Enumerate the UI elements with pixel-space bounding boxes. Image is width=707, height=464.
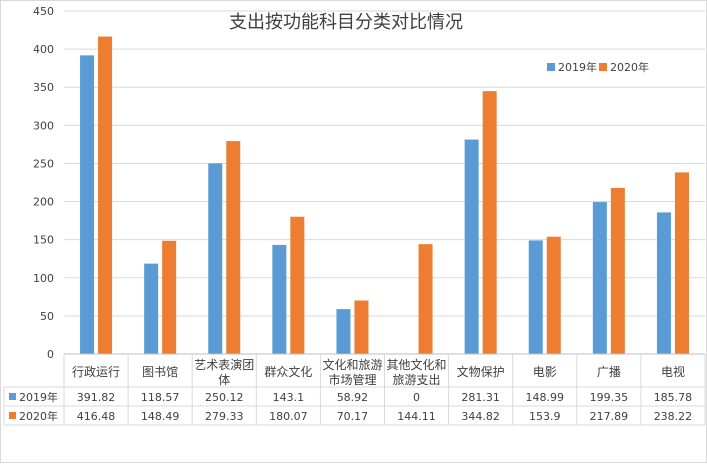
- bar-2020: [546, 236, 561, 354]
- y-tick-label: 450: [33, 5, 54, 18]
- y-tick-label: 150: [33, 234, 54, 247]
- table-value: 58.92: [337, 391, 369, 404]
- table-value: 416.48: [77, 410, 116, 423]
- table-series-label: 2020年: [19, 409, 58, 423]
- bar-2020: [98, 36, 113, 355]
- bar-2020: [290, 216, 305, 354]
- y-tick-label: 300: [33, 119, 54, 132]
- bar-2020: [226, 141, 241, 354]
- table-value: 199.35: [590, 391, 629, 404]
- gridlines: [64, 10, 705, 355]
- bar-2019: [336, 309, 351, 354]
- table-value: 148.99: [526, 391, 565, 404]
- table-value: 250.12: [205, 391, 244, 404]
- x-category-label: 广播: [597, 365, 621, 379]
- y-tick-label: 200: [33, 196, 54, 209]
- x-category-label: 市场管理: [328, 372, 376, 387]
- table-value: 144.11: [397, 410, 436, 423]
- x-category-label: 行政运行: [72, 365, 120, 379]
- x-category-label: 图书馆: [142, 364, 178, 379]
- table-value: 0: [413, 391, 420, 404]
- table-value: 391.82: [77, 391, 116, 404]
- table-swatch: [9, 393, 16, 400]
- bar-2019: [80, 55, 95, 354]
- table-value: 148.49: [141, 410, 180, 423]
- table-value: 180.07: [269, 410, 308, 423]
- bar-2019: [592, 202, 607, 354]
- x-category-label: 电影: [533, 365, 557, 379]
- table-value: 153.9: [529, 410, 561, 423]
- x-category-label: 群众文化: [264, 364, 312, 379]
- table-value: 281.31: [461, 391, 500, 404]
- table-value: 217.89: [590, 410, 629, 423]
- x-category-label: 体: [218, 373, 230, 387]
- bars: [80, 36, 689, 355]
- x-category-label: 电视: [661, 364, 685, 379]
- table-value: 279.33: [205, 410, 244, 423]
- x-category-label: 艺术表演团: [194, 357, 254, 372]
- bar-2019: [144, 263, 159, 354]
- bar-2020: [418, 244, 433, 354]
- bar-2019: [208, 163, 223, 354]
- y-tick-label: 100: [33, 272, 54, 285]
- y-tick-label: 0: [47, 348, 54, 361]
- table-swatch: [9, 412, 16, 419]
- bar-2019: [528, 240, 543, 354]
- legend-swatch: [599, 63, 607, 71]
- table-value: 344.82: [461, 410, 500, 423]
- y-tick-label: 350: [33, 81, 54, 94]
- x-category-label: 文化和旅游: [322, 357, 382, 372]
- legend-swatch: [547, 63, 555, 71]
- x-category-label: 文物保护: [457, 364, 505, 379]
- y-tick-label: 250: [33, 157, 54, 170]
- y-axis: 0 50 100 150 200 250 300 350 400 450: [33, 5, 54, 361]
- bar-2019: [656, 212, 671, 354]
- x-category-label: 其他文化和: [387, 357, 447, 372]
- y-tick-label: 400: [33, 43, 54, 56]
- chart-title: 支出按功能科目分类对比情况: [229, 12, 463, 33]
- legend-label: 2020年: [610, 60, 649, 74]
- table-value: 185.78: [654, 391, 693, 404]
- x-category-label: 旅游支出: [393, 373, 441, 387]
- bar-2020: [674, 172, 689, 354]
- bar-2020: [354, 300, 369, 354]
- table-series-label: 2019年: [19, 390, 58, 404]
- y-tick-label: 50: [40, 310, 54, 323]
- bar-2020: [610, 187, 625, 354]
- table-value: 118.57: [141, 391, 180, 404]
- table-value: 238.22: [654, 410, 693, 423]
- bar-2020: [162, 240, 177, 354]
- bar-2020: [482, 91, 497, 354]
- table-value: 143.1: [273, 391, 305, 404]
- bar-2019: [464, 139, 479, 354]
- table-value: 70.17: [337, 410, 369, 423]
- legend: 2019年 2020年: [547, 60, 649, 74]
- bar-2019: [272, 244, 287, 354]
- legend-label: 2019年: [558, 60, 597, 74]
